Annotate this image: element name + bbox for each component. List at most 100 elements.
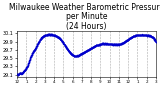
Point: [78, 55, 81, 56]
Point: [49, 34, 52, 35]
Point: [21, 72, 24, 73]
Point: [17, 74, 19, 75]
Point: [63, 44, 65, 45]
Point: [25, 67, 27, 69]
Point: [65, 47, 68, 48]
Point: [130, 37, 132, 38]
Point: [90, 47, 92, 49]
Point: [58, 37, 61, 39]
Point: [114, 44, 116, 45]
Point: [52, 35, 55, 36]
Point: [154, 40, 156, 41]
Point: [35, 46, 37, 48]
Point: [153, 39, 156, 40]
Point: [79, 54, 82, 55]
Point: [55, 35, 57, 37]
Point: [69, 53, 72, 54]
Point: [61, 41, 64, 43]
Point: [138, 34, 141, 35]
Point: [72, 55, 75, 56]
Point: [129, 37, 132, 38]
Point: [42, 35, 45, 37]
Point: [47, 34, 49, 35]
Point: [56, 36, 58, 37]
Point: [34, 47, 37, 49]
Point: [69, 52, 72, 54]
Point: [78, 54, 80, 56]
Point: [29, 58, 31, 59]
Point: [65, 47, 68, 49]
Point: [16, 73, 18, 74]
Point: [36, 43, 39, 45]
Point: [120, 43, 122, 44]
Point: [29, 56, 32, 57]
Point: [148, 35, 151, 37]
Point: [129, 37, 132, 39]
Point: [95, 45, 97, 46]
Point: [127, 38, 130, 40]
Point: [140, 34, 142, 36]
Point: [99, 44, 102, 45]
Point: [68, 51, 71, 52]
Point: [74, 55, 76, 57]
Point: [35, 47, 37, 48]
Point: [62, 41, 64, 43]
Point: [49, 34, 52, 35]
Point: [150, 36, 153, 38]
Point: [112, 44, 114, 45]
Point: [150, 35, 153, 37]
Point: [102, 43, 105, 44]
Point: [142, 34, 144, 35]
Point: [16, 74, 19, 75]
Point: [94, 45, 97, 46]
Point: [106, 43, 109, 44]
Point: [83, 51, 86, 52]
Point: [72, 55, 75, 56]
Point: [117, 44, 119, 45]
Point: [49, 34, 51, 35]
Point: [43, 35, 46, 36]
Point: [78, 54, 81, 56]
Point: [138, 34, 140, 36]
Point: [84, 51, 87, 52]
Point: [85, 50, 88, 52]
Point: [137, 34, 140, 36]
Point: [70, 54, 73, 55]
Point: [20, 72, 22, 73]
Point: [46, 34, 48, 36]
Point: [74, 55, 76, 57]
Point: [83, 52, 85, 53]
Point: [82, 52, 84, 54]
Point: [34, 48, 36, 50]
Point: [17, 74, 20, 75]
Point: [25, 67, 28, 68]
Point: [36, 44, 38, 46]
Point: [32, 51, 34, 52]
Point: [123, 42, 125, 43]
Point: [56, 36, 58, 37]
Point: [90, 47, 93, 49]
Point: [95, 44, 98, 46]
Point: [46, 34, 49, 35]
Point: [42, 35, 45, 37]
Point: [48, 34, 51, 35]
Point: [122, 42, 125, 43]
Point: [36, 44, 39, 45]
Point: [33, 50, 35, 51]
Point: [75, 55, 78, 57]
Point: [124, 40, 127, 42]
Point: [28, 61, 30, 62]
Point: [123, 42, 125, 43]
Point: [36, 43, 39, 45]
Point: [149, 35, 151, 37]
Point: [129, 37, 132, 38]
Point: [74, 55, 76, 57]
Point: [153, 39, 156, 41]
Point: [127, 39, 129, 41]
Point: [25, 67, 28, 68]
Point: [46, 34, 48, 36]
Point: [110, 43, 112, 45]
Point: [38, 41, 40, 42]
Point: [75, 55, 78, 57]
Point: [61, 42, 64, 43]
